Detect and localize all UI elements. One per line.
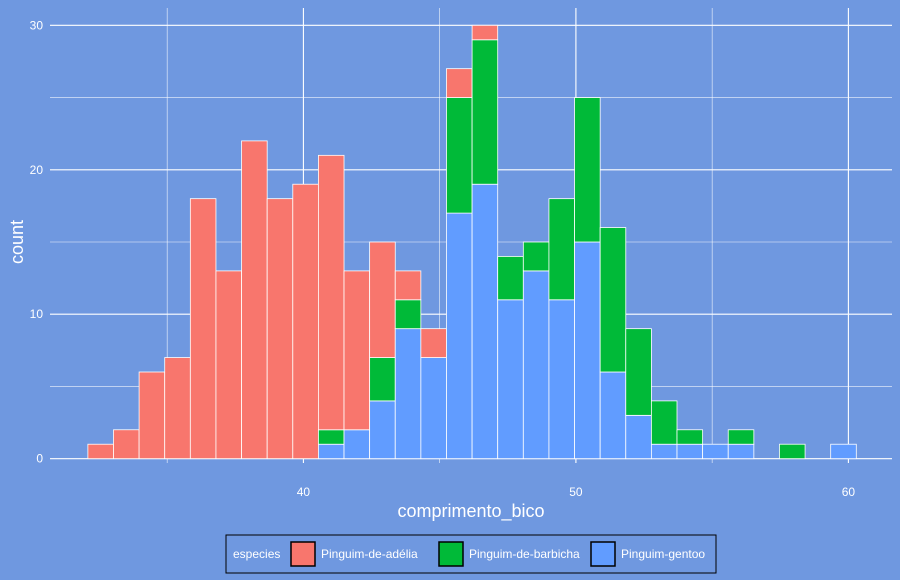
bar-pinguim-de-barbicha: [574, 97, 601, 243]
bar-pinguim-de-ad-lia: [318, 154, 345, 431]
x-tick-labels: 40 50 60: [297, 485, 856, 499]
bar-pinguim-gentoo: [394, 328, 422, 460]
bar-pinguim-de-barbicha: [650, 400, 678, 445]
bar-pinguim-de-barbicha: [779, 443, 806, 460]
bar-pinguim-de-barbicha: [446, 97, 473, 214]
y-tick-label: 0: [36, 452, 43, 466]
bar-pinguim-gentoo: [471, 183, 499, 460]
bar-pinguim-de-barbicha: [497, 256, 524, 301]
bar-pinguim-de-barbicha: [394, 299, 422, 330]
bar-pinguim-de-ad-lia: [446, 68, 473, 98]
bar-pinguim-gentoo: [676, 443, 704, 460]
y-tick-labels: 0 10 20 30: [30, 18, 44, 465]
legend-key-adelia: [290, 541, 316, 567]
bar-pinguim-gentoo: [497, 299, 524, 460]
bar-pinguim-gentoo: [574, 241, 601, 460]
bar-pinguim-de-barbicha: [471, 39, 499, 185]
legend-label-adelia: Pinguim-de-adélia: [321, 547, 418, 561]
legend-key-gentoo: [590, 541, 616, 567]
bar-pinguim-gentoo: [830, 443, 857, 460]
bar-pinguim-de-barbicha: [727, 429, 755, 445]
bar-pinguim-de-ad-lia: [113, 429, 140, 460]
legend-label-barbicha: Pinguim-de-barbicha: [469, 547, 580, 561]
bar-pinguim-de-barbicha: [599, 227, 627, 373]
bar-pinguim-gentoo: [702, 443, 729, 460]
bar-pinguim-de-ad-lia: [266, 198, 294, 460]
bar-pinguim-gentoo: [420, 357, 447, 460]
x-axis-title: comprimento_bico: [397, 501, 544, 522]
bar-pinguim-gentoo: [650, 443, 678, 460]
bar-pinguim-gentoo: [599, 371, 627, 460]
bar-pinguim-de-barbicha: [676, 429, 704, 445]
bar-pinguim-gentoo: [318, 443, 345, 460]
x-tick-label: 60: [842, 485, 856, 499]
bar-pinguim-de-barbicha: [548, 198, 575, 301]
bar-pinguim-de-ad-lia: [241, 140, 268, 460]
legend: especies Pinguim-de-adélia Pinguim-de-ba…: [225, 534, 717, 574]
bar-pinguim-de-ad-lia: [369, 241, 396, 358]
bar-pinguim-gentoo: [369, 400, 396, 460]
bar-pinguim-de-ad-lia: [343, 270, 371, 431]
bar-pinguim-gentoo: [625, 414, 652, 460]
bar-pinguim-de-ad-lia: [471, 24, 499, 41]
bar-pinguim-de-ad-lia: [138, 371, 166, 460]
y-tick-label: 20: [30, 163, 44, 177]
bar-pinguim-de-ad-lia: [394, 270, 422, 301]
bar-pinguim-de-ad-lia: [292, 183, 319, 460]
legend-box: [225, 534, 717, 574]
legend-key-barbicha: [438, 541, 464, 567]
x-tick-label: 40: [297, 485, 311, 499]
bar-pinguim-de-barbicha: [522, 241, 550, 272]
x-tick-label: 50: [569, 485, 583, 499]
legend-label-gentoo: Pinguim-gentoo: [621, 547, 705, 561]
bar-pinguim-de-barbicha: [318, 429, 345, 445]
bar-pinguim-de-barbicha: [625, 328, 652, 416]
y-tick-label: 10: [30, 307, 44, 321]
y-tick-label: 30: [30, 18, 44, 32]
bar-pinguim-de-ad-lia: [215, 270, 242, 460]
bar-pinguim-gentoo: [727, 443, 755, 460]
bar-pinguim-de-ad-lia: [87, 443, 114, 460]
bar-pinguim-de-ad-lia: [420, 328, 447, 358]
bar-pinguim-gentoo: [446, 212, 473, 460]
bar-pinguim-de-ad-lia: [189, 198, 217, 460]
bar-pinguim-gentoo: [548, 299, 575, 460]
legend-title: especies: [233, 547, 280, 561]
bar-pinguim-gentoo: [522, 270, 550, 460]
bars-layer: [87, 24, 857, 460]
bar-pinguim-de-barbicha: [369, 357, 396, 402]
bar-pinguim-gentoo: [343, 429, 371, 460]
bar-pinguim-de-ad-lia: [164, 357, 191, 460]
y-axis-title: count: [7, 220, 27, 264]
